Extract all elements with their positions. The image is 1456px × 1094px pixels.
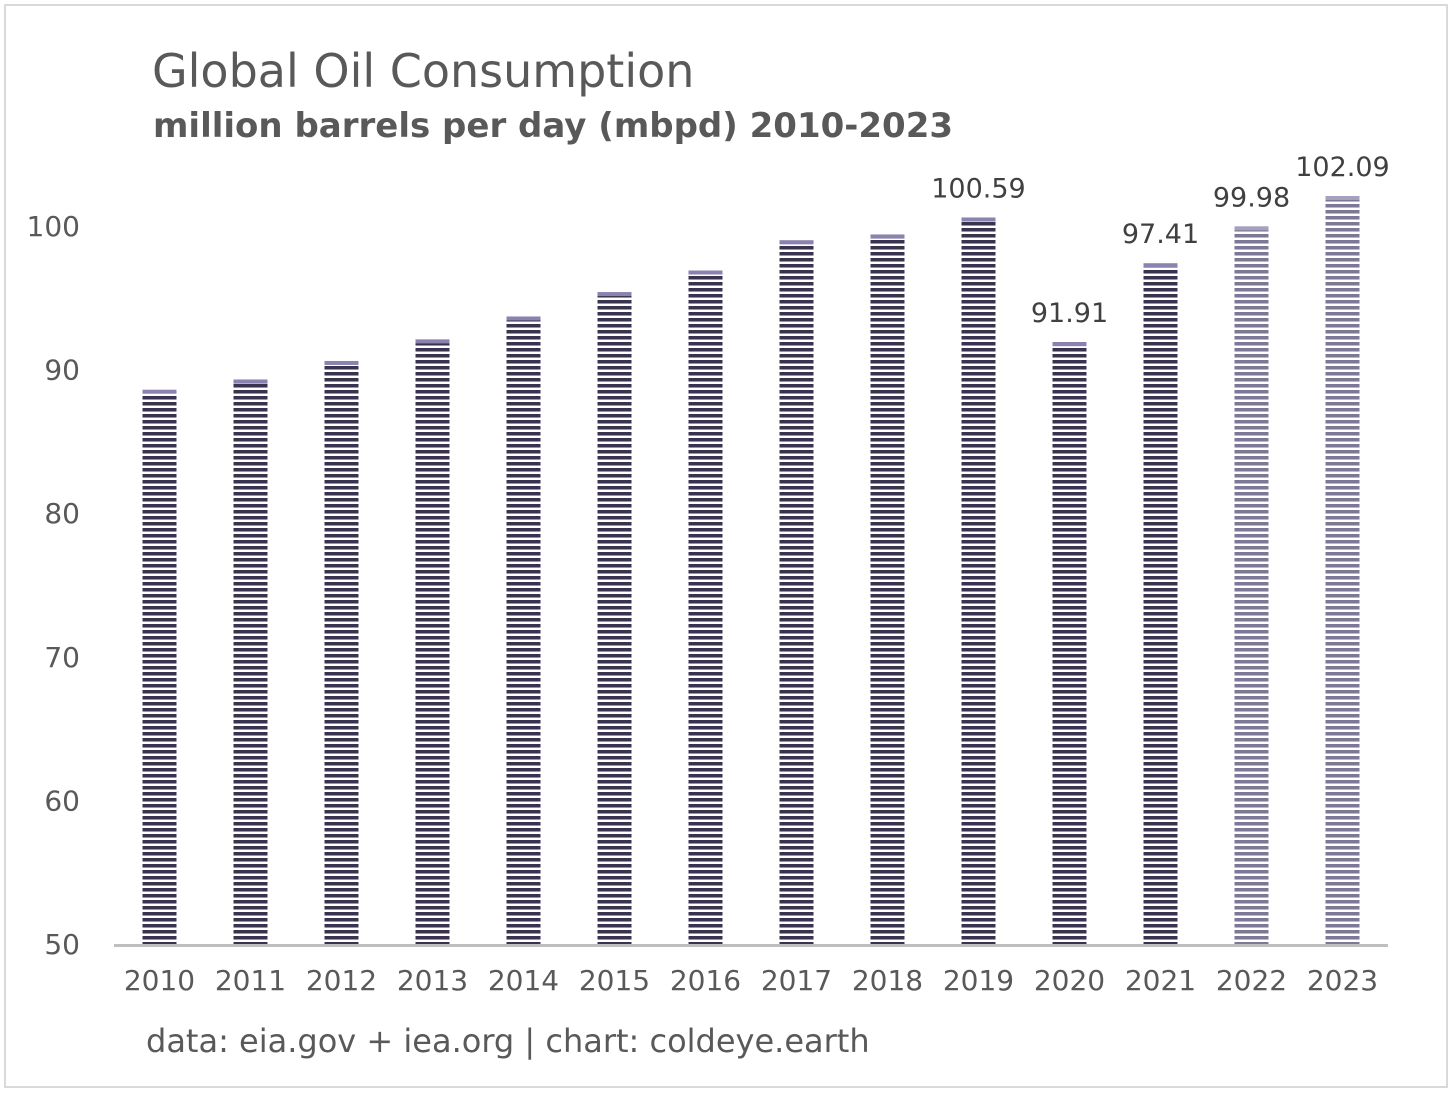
bar-2018 — [870, 234, 905, 945]
bar-2022 — [1234, 226, 1269, 944]
bar-2014 — [506, 316, 541, 944]
x-tick-label: 2023 — [1307, 964, 1378, 997]
x-tick-label: 2022 — [1216, 964, 1287, 997]
x-tick-label: 2012 — [306, 964, 377, 997]
y-tick-label: 60 — [44, 784, 80, 817]
x-tick-label: 2018 — [852, 964, 923, 997]
bar-2015 — [597, 292, 632, 944]
x-tick-label: 2015 — [579, 964, 650, 997]
data-label-2019: 100.59 — [931, 174, 1025, 205]
x-tick-label: 2020 — [1034, 964, 1105, 997]
data-label-2021: 97.41 — [1122, 219, 1199, 250]
x-tick-label: 2013 — [397, 964, 468, 997]
bar-cap-2010 — [142, 389, 177, 394]
bar-2020 — [1052, 342, 1087, 945]
bar-cap-2015 — [597, 292, 632, 297]
bar-2016 — [688, 270, 723, 944]
bar-2011 — [233, 379, 268, 945]
bar-cap-2020 — [1052, 342, 1087, 347]
bar-cap-2012 — [324, 360, 359, 365]
bar-2021 — [1143, 263, 1178, 945]
bar-2013 — [415, 339, 450, 945]
bar-cap-2013 — [415, 339, 450, 344]
bar-cap-2011 — [233, 379, 268, 384]
x-tick-label: 2019 — [943, 964, 1014, 997]
y-tick-label: 50 — [44, 928, 80, 961]
bar-cap-2014 — [506, 316, 541, 321]
bar-cap-2022 — [1234, 226, 1269, 231]
chart-title: Global Oil Consumption — [152, 44, 695, 98]
x-tick-label: 2011 — [215, 964, 286, 997]
bar-cap-2019 — [961, 217, 996, 222]
bar-cap-2023 — [1325, 195, 1360, 200]
bar-2010 — [142, 389, 177, 945]
bar-2023 — [1325, 195, 1360, 944]
x-tick-label: 2016 — [670, 964, 741, 997]
bar-cap-2017 — [779, 240, 814, 245]
bar-cap-2021 — [1143, 263, 1178, 268]
data-label-2023: 102.09 — [1295, 152, 1389, 183]
data-label-2020: 91.91 — [1031, 298, 1108, 329]
data-label-2022: 99.98 — [1213, 182, 1290, 213]
bar-cap-2018 — [870, 234, 905, 239]
y-tick-label: 90 — [44, 354, 80, 387]
chart-subtitle: million barrels per day (mbpd) 2010-2023 — [153, 106, 954, 146]
bar-2019 — [961, 217, 996, 945]
bar-2012 — [324, 360, 359, 944]
x-tick-label: 2021 — [1125, 964, 1196, 997]
y-tick-label: 70 — [44, 641, 80, 674]
source-note: data: eia.gov + iea.org | chart: coldeye… — [146, 1022, 870, 1060]
bar-2017 — [779, 240, 814, 945]
y-tick-label: 80 — [44, 497, 80, 530]
x-tick-label: 2017 — [761, 964, 832, 997]
x-tick-label: 2014 — [488, 964, 559, 997]
y-tick-label: 100 — [27, 210, 80, 243]
bar-cap-2016 — [688, 270, 723, 275]
x-tick-label: 2010 — [124, 964, 195, 997]
